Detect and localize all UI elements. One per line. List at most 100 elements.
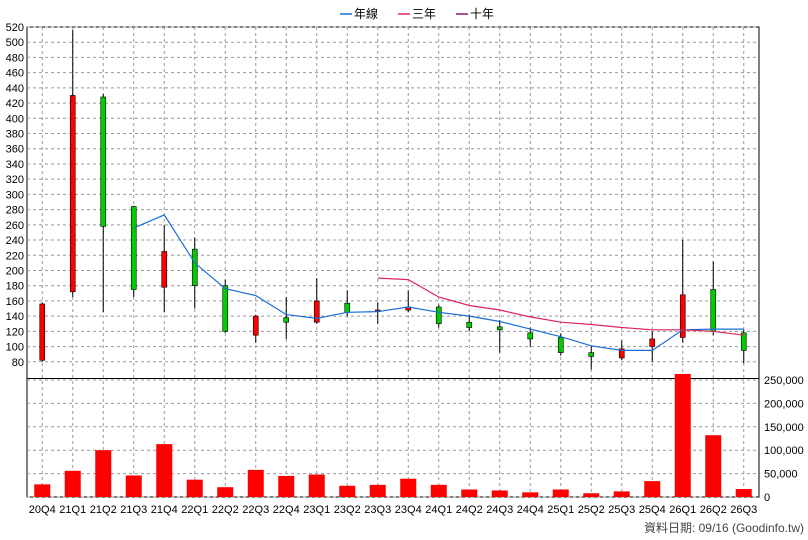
volume-tick-label: 50,000: [764, 469, 798, 481]
volume-bar: [125, 475, 142, 497]
category-tick-label: 26Q2: [700, 504, 727, 516]
price-tick-label: 120: [6, 326, 24, 338]
category-tick-label: 25Q1: [547, 504, 574, 516]
candlesticks: [39, 30, 747, 370]
volume-bar: [278, 475, 295, 497]
volume-tick-label: 200,000: [764, 398, 804, 410]
price-tick-label: 240: [6, 235, 24, 247]
price-tick-label: 320: [6, 174, 24, 186]
category-tick-label: 24Q4: [517, 504, 544, 516]
price-tick-label: 200: [6, 265, 24, 277]
candle-body: [191, 248, 198, 286]
volume-bar: [64, 470, 81, 497]
volume-bar: [491, 490, 508, 497]
ma-line-0: [133, 214, 744, 351]
volume-tick-label: 100,000: [764, 445, 804, 457]
volume-bars: [34, 373, 752, 497]
candle-body: [222, 285, 229, 332]
volume-bar: [400, 478, 417, 497]
category-tick-label: 23Q3: [364, 504, 391, 516]
category-tick-label: 22Q1: [181, 504, 208, 516]
price-tick-label: 400: [6, 113, 24, 125]
candle-body: [283, 317, 290, 323]
candle-body: [344, 302, 351, 313]
category-tick-label: 23Q1: [303, 504, 330, 516]
candle-body: [161, 251, 168, 288]
category-tick-label: 24Q3: [486, 504, 513, 516]
candle-body: [69, 95, 76, 293]
category-tick-label: 22Q3: [242, 504, 269, 516]
volume-bar: [461, 489, 478, 497]
volume-tick-label: 150,000: [764, 422, 804, 434]
price-tick-label: 160: [6, 296, 24, 308]
volume-bar: [674, 373, 691, 497]
price-tick-label: 420: [6, 98, 24, 110]
moving-average-lines: [133, 214, 744, 351]
price-tick-label: 360: [6, 144, 24, 156]
candle-body: [130, 206, 137, 290]
price-tick-label: 80: [12, 357, 24, 369]
legend: 年線 三年 十年: [340, 6, 494, 21]
volume-bar: [156, 444, 173, 497]
volume-bar: [430, 484, 447, 497]
category-tick-label: 25Q4: [639, 504, 666, 516]
volume-bar: [247, 469, 264, 497]
volume-bar: [308, 474, 325, 497]
grid: [26, 26, 760, 498]
price-tick-label: 220: [6, 250, 24, 262]
price-tick-label: 140: [6, 311, 24, 323]
legend-label: 年線: [354, 6, 378, 21]
candle-body: [588, 352, 595, 357]
price-tick-label: 480: [6, 52, 24, 64]
category-tick-label: 21Q3: [120, 504, 147, 516]
category-tick-label: 22Q4: [273, 504, 300, 516]
volume-bar: [34, 484, 51, 497]
volume-bar: [735, 489, 752, 497]
category-tick-label: 23Q4: [395, 504, 422, 516]
category-tick-label: 21Q4: [151, 504, 178, 516]
candle-body: [466, 321, 473, 328]
volume-bar: [644, 481, 661, 497]
ma-line-1: [377, 277, 744, 336]
category-tick-label: 26Q3: [730, 504, 757, 516]
candle-body: [557, 337, 564, 353]
volume-bar: [95, 450, 112, 497]
data-date-footer: 資料日期: 09/16 (Goodinfo.tw): [643, 521, 804, 535]
price-tick-label: 500: [6, 37, 24, 49]
axes: 80 100 120 140 160 180 200 220 240 260 280 300 320 34…: [6, 22, 804, 516]
category-tick-label: 22Q2: [212, 504, 239, 516]
candle-body: [313, 300, 320, 323]
candle-body: [710, 289, 717, 332]
price-tick-label: 380: [6, 129, 24, 141]
category-tick-label: 24Q1: [425, 504, 452, 516]
category-tick-label: 21Q2: [90, 504, 117, 516]
volume-bar: [613, 491, 630, 497]
volume-bar: [217, 487, 234, 497]
candle-body: [618, 348, 625, 359]
price-tick-label: 280: [6, 205, 24, 217]
volume-bar: [186, 479, 203, 497]
category-tick-label: 21Q1: [59, 504, 86, 516]
category-tick-label: 25Q2: [578, 504, 605, 516]
volume-bar: [583, 493, 600, 497]
category-tick-label: 23Q2: [334, 504, 361, 516]
volume-bar: [369, 484, 386, 497]
legend-label: 十年: [470, 7, 494, 21]
price-tick-label: 300: [6, 189, 24, 201]
volume-tick-label: 0: [764, 492, 770, 504]
candle-body: [100, 96, 107, 227]
category-tick-label: 24Q2: [456, 504, 483, 516]
category-tick-label: 20Q4: [29, 504, 56, 516]
candle-body: [496, 326, 503, 331]
price-tick-label: 460: [6, 68, 24, 80]
volume-bar: [522, 492, 539, 497]
volume-bar: [705, 435, 722, 497]
price-tick-label: 340: [6, 159, 24, 171]
volume-tick-label: 250,000: [764, 375, 804, 387]
candle-body: [527, 332, 534, 340]
candle-body: [435, 306, 442, 325]
volume-bar: [552, 489, 569, 497]
price-tick-label: 260: [6, 220, 24, 232]
candle-body: [39, 303, 46, 361]
